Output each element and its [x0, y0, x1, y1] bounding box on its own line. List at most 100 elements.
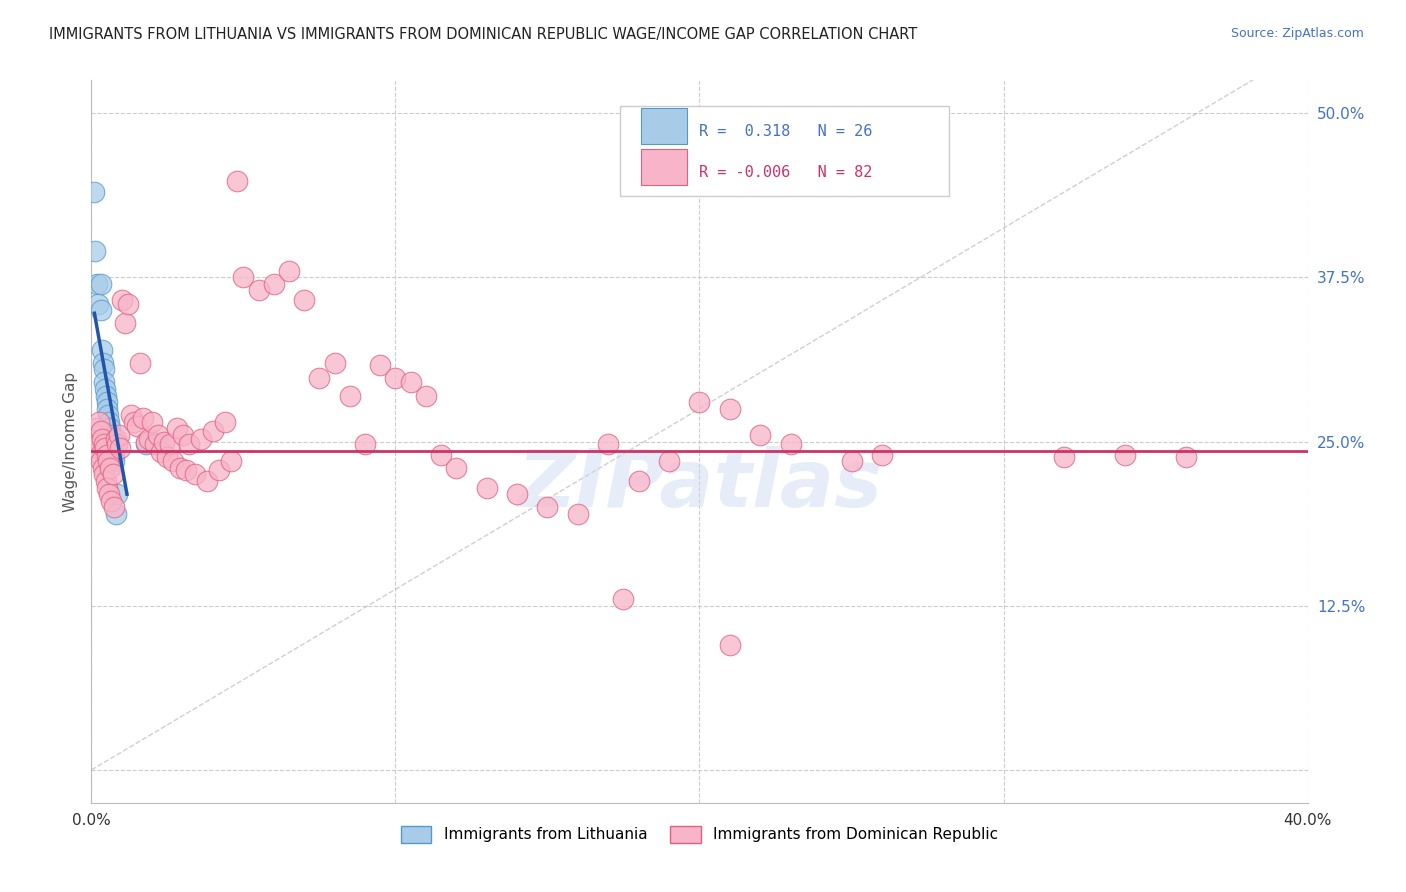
Point: [718, 638, 741, 652]
Point: [90, 303, 112, 318]
Point: [162, 454, 184, 468]
Point: [148, 428, 170, 442]
Point: [96, 395, 118, 409]
Point: [101, 441, 124, 455]
Point: [86, 441, 108, 455]
Point: [105, 437, 128, 451]
Point: [841, 454, 863, 468]
Point: [153, 434, 176, 449]
Legend: Immigrants from Lithuania, Immigrants from Dominican Republic: Immigrants from Lithuania, Immigrants fr…: [395, 820, 1004, 849]
Point: [104, 507, 127, 521]
Point: [86, 277, 108, 291]
Point: [104, 432, 127, 446]
Point: [98, 421, 121, 435]
Point: [339, 388, 361, 402]
Point: [84, 244, 107, 258]
Point: [399, 376, 422, 390]
Point: [94, 388, 117, 402]
Point: [125, 418, 148, 433]
Text: ZIPatlas: ZIPatlas: [517, 446, 882, 524]
Text: Source: ZipAtlas.com: Source: ZipAtlas.com: [1230, 27, 1364, 40]
Point: [208, 463, 231, 477]
Point: [141, 415, 163, 429]
FancyBboxPatch shape: [620, 105, 949, 196]
Point: [612, 592, 634, 607]
Point: [159, 437, 181, 451]
Point: [103, 448, 125, 462]
Point: [195, 474, 218, 488]
Point: [415, 388, 437, 402]
Point: [718, 401, 741, 416]
Point: [94, 474, 117, 488]
Point: [107, 428, 129, 442]
Point: [98, 487, 121, 501]
Point: [135, 434, 157, 449]
Point: [97, 454, 120, 468]
Point: [177, 437, 200, 451]
Point: [132, 410, 155, 425]
Point: [100, 493, 122, 508]
Point: [190, 432, 212, 446]
Point: [89, 424, 111, 438]
Point: [89, 277, 111, 291]
Point: [129, 356, 152, 370]
Point: [97, 409, 120, 423]
Point: [114, 316, 136, 330]
Point: [96, 401, 118, 416]
Point: [98, 415, 121, 429]
Bar: [641, 108, 688, 144]
Point: [96, 448, 118, 462]
Point: [87, 437, 110, 451]
Point: [138, 432, 160, 446]
Point: [627, 474, 650, 488]
Point: [83, 185, 105, 199]
Point: [93, 467, 115, 482]
Point: [1174, 450, 1197, 465]
Point: [308, 371, 330, 385]
Point: [156, 450, 179, 465]
Point: [598, 437, 620, 451]
Point: [870, 448, 893, 462]
Point: [91, 343, 114, 357]
Point: [232, 270, 254, 285]
Point: [94, 382, 117, 396]
Point: [1053, 450, 1076, 465]
Point: [110, 441, 132, 455]
Text: R = -0.006   N = 82: R = -0.006 N = 82: [699, 165, 873, 180]
Point: [688, 395, 710, 409]
Point: [749, 428, 772, 442]
Point: [111, 293, 134, 307]
Point: [166, 421, 188, 435]
Point: [536, 500, 558, 515]
Point: [779, 437, 801, 451]
Text: R =  0.318   N = 26: R = 0.318 N = 26: [699, 124, 873, 139]
Point: [94, 441, 117, 455]
Point: [150, 445, 173, 459]
Point: [103, 454, 125, 468]
Point: [174, 463, 197, 477]
Point: [89, 448, 111, 462]
Point: [120, 409, 142, 423]
Point: [100, 434, 122, 449]
Point: [101, 437, 124, 451]
Point: [96, 481, 118, 495]
Text: IMMIGRANTS FROM LITHUANIA VS IMMIGRANTS FROM DOMINICAN REPUBLIC WAGE/INCOME GAP : IMMIGRANTS FROM LITHUANIA VS IMMIGRANTS …: [49, 27, 918, 42]
Point: [226, 174, 249, 188]
Point: [567, 507, 589, 521]
Point: [93, 437, 115, 451]
Point: [658, 454, 681, 468]
Point: [263, 277, 285, 291]
Point: [1114, 448, 1136, 462]
Point: [122, 415, 145, 429]
Point: [172, 428, 194, 442]
Bar: [641, 149, 688, 185]
Point: [202, 424, 225, 438]
Point: [278, 264, 301, 278]
Point: [91, 460, 114, 475]
Point: [87, 296, 110, 310]
Point: [135, 437, 157, 451]
Point: [384, 371, 406, 385]
Point: [506, 487, 529, 501]
Point: [93, 376, 115, 390]
Point: [90, 454, 112, 468]
